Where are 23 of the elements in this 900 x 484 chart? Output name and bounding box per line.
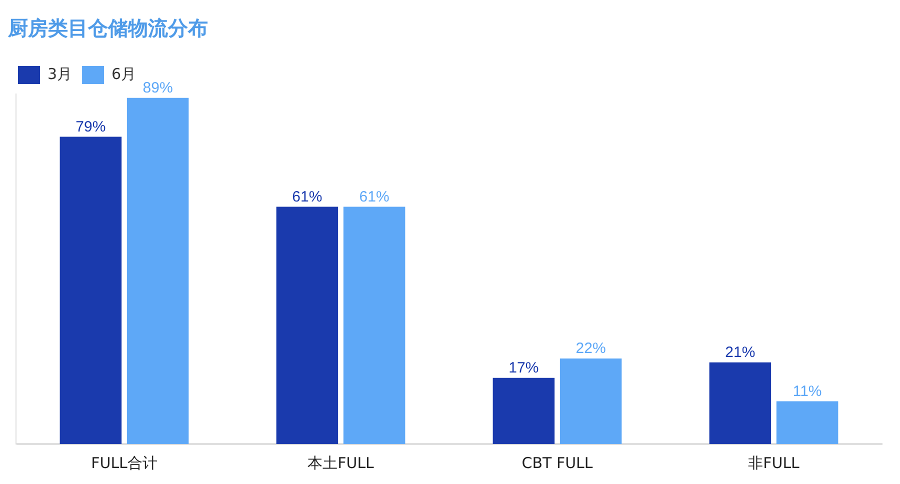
legend-label: 3月 [48,64,72,83]
x-tick-label: FULL合计 [91,454,158,472]
bar [709,362,772,444]
bar [776,401,838,444]
data-label: 21% [725,344,756,361]
bar [492,378,555,444]
x-tick-label: 本土FULL [308,454,375,472]
data-label: 89% [142,80,173,97]
data-label: 22% [576,340,606,358]
data-label: 61% [292,188,322,206]
bar [126,98,189,444]
data-label: 11% [792,382,822,400]
data-label: 79% [76,118,106,136]
bar [343,206,406,444]
bar [560,358,622,444]
bar [276,206,338,444]
chart-title: 厨房类目仓储物流分布 [7,16,208,40]
x-tick-label: CBT FULL [522,454,594,472]
bar [60,136,122,444]
x-tick-label: 非FULL [748,454,800,472]
data-label: 61% [359,188,390,206]
legend-label: 6月 [112,64,136,83]
data-label: 17% [508,360,539,377]
